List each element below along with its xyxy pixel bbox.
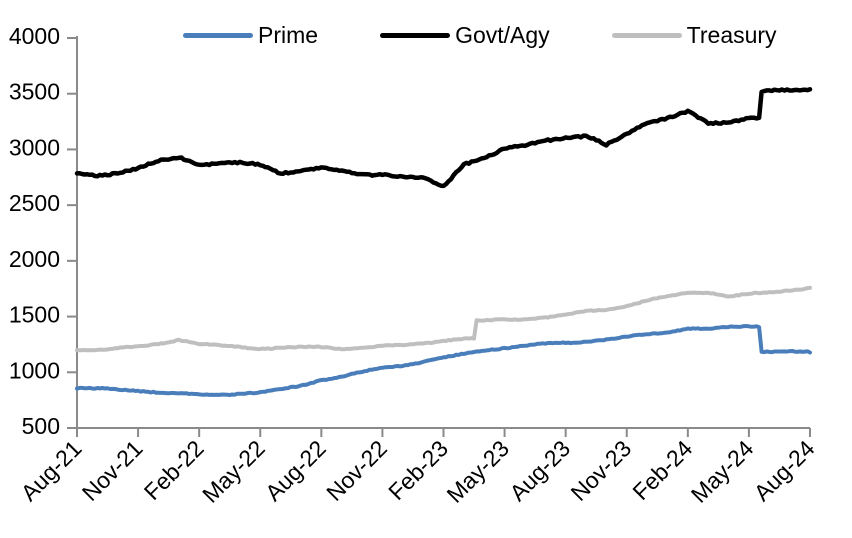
prime-line-swatch xyxy=(183,32,253,38)
y-tick-label: 1500 xyxy=(9,302,60,328)
y-tick-label: 3500 xyxy=(9,79,60,105)
x-tick-label: Feb-22 xyxy=(139,435,209,505)
y-tick-label: 1000 xyxy=(9,357,60,383)
x-tick-label: Aug-24 xyxy=(749,435,820,506)
x-tick-label: May-24 xyxy=(686,435,759,508)
x-tick-label: Nov-21 xyxy=(77,435,148,506)
x-tick-label: Aug-23 xyxy=(504,435,575,506)
govt-agy-series-line xyxy=(74,87,813,189)
legend-label-govt-agy: Govt/Agy xyxy=(455,21,550,48)
y-tick-label: 500 xyxy=(22,413,60,439)
legend-item-govt-agy: Govt/Agy xyxy=(380,21,550,48)
treasury-line-swatch xyxy=(611,32,682,38)
legend: Prime Govt/Agy Treasury xyxy=(183,22,777,48)
legend-item-treasury: Treasury xyxy=(611,21,777,48)
y-tick-label: 2000 xyxy=(9,246,60,272)
x-tick-label: Aug-21 xyxy=(16,435,87,506)
legend-label-treasury: Treasury xyxy=(686,21,777,48)
govt-agy-line-swatch xyxy=(380,32,451,38)
axis-lines xyxy=(76,36,810,429)
x-tick-label: Nov-23 xyxy=(565,435,636,506)
x-tick-label: May-23 xyxy=(441,435,514,508)
x-tick-label: Aug-22 xyxy=(260,435,331,506)
legend-label-prime: Prime xyxy=(258,21,319,48)
y-tick-label: 2500 xyxy=(9,190,60,216)
y-tick-label: 4000 xyxy=(9,23,60,49)
prime-series-line xyxy=(75,324,812,397)
treasury-series-line xyxy=(75,285,812,353)
legend-item-prime: Prime xyxy=(183,21,319,48)
x-tick-label: May-22 xyxy=(197,435,270,508)
x-tick-label: Feb-24 xyxy=(627,435,697,505)
x-tick-label: Feb-23 xyxy=(383,435,453,505)
y-tick-label: 3000 xyxy=(9,134,60,160)
x-tick-label: Nov-22 xyxy=(321,435,392,506)
